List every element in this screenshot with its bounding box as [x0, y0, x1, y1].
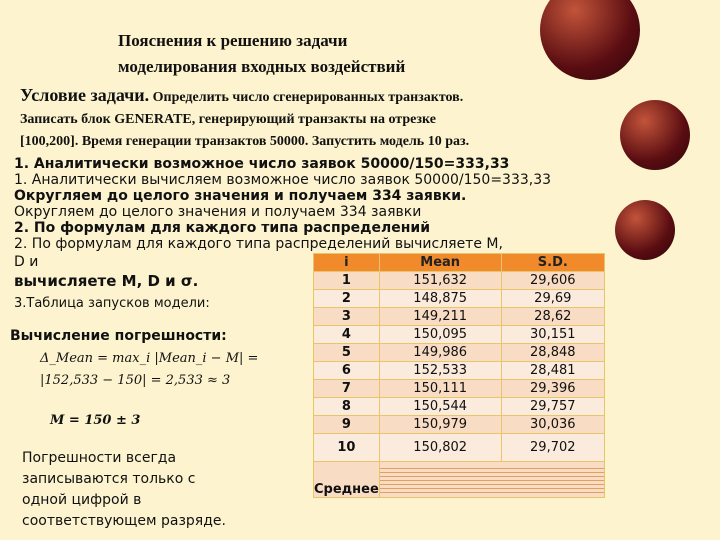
- step1-overlay: 1. Аналитически вычисляем возможное числ…: [14, 172, 552, 188]
- row-mean: 152,533: [378, 361, 502, 380]
- table-row: 10 150,802 29,702: [313, 433, 606, 462]
- step1: 1. Аналитически возможное число заявок 5…: [14, 156, 510, 172]
- row-mean: 150,544: [378, 397, 502, 416]
- row-sd: 30,036: [500, 415, 606, 434]
- row-index: 2: [313, 289, 380, 308]
- step1b-overlay: Округляем до целого значения и получаем …: [14, 204, 422, 220]
- col-i: i: [313, 253, 380, 272]
- row-index: 8: [313, 397, 380, 416]
- row-mean: 151,632: [378, 271, 502, 290]
- row-sd: 29,757: [500, 397, 606, 416]
- row-mean: 149,986: [378, 343, 502, 362]
- row-sd: 28,848: [500, 343, 606, 362]
- table-row: 2 148,875 29,69: [313, 289, 606, 308]
- note-text: Погрешности всегда записываются только с …: [22, 450, 226, 529]
- row-mean: 149,211: [378, 307, 502, 326]
- row-mean: 150,802: [378, 433, 502, 462]
- row-index: 1: [313, 271, 380, 290]
- ornament-ball-icon: [615, 200, 675, 260]
- error-heading: Вычисление погрешности:: [10, 328, 227, 344]
- slide-title: Пояснения к решению задачи моделирования …: [118, 31, 406, 76]
- footer-label: Среднее: [313, 461, 380, 498]
- row-index: 6: [313, 361, 380, 380]
- row-sd: 30,151: [500, 325, 606, 344]
- table-row: 6 152,533 28,481: [313, 361, 606, 380]
- table-footer-row: Среднее: [313, 461, 606, 498]
- step1b: Округляем до целого значения и получаем …: [14, 188, 467, 204]
- col-sd: S.D.: [500, 253, 606, 272]
- row-index: 3: [313, 307, 380, 326]
- step2-overlay: 2. По формулам для каждого типа распреде…: [14, 236, 503, 252]
- table-row: 8 150,544 29,757: [313, 397, 606, 416]
- table-row: 1 151,632 29,606: [313, 271, 606, 290]
- table-row: 7 150,111 29,396: [313, 379, 606, 398]
- row-sd: 29,606: [500, 271, 606, 290]
- error-formula: Δ_Mean = max_i |Mean_i − M| = |152,533 − …: [40, 351, 259, 428]
- row-sd: 28,481: [500, 361, 606, 380]
- row-index: 4: [313, 325, 380, 344]
- step3: 3.Таблица запусков модели:: [14, 296, 210, 311]
- row-index: 7: [313, 379, 380, 398]
- row-mean: 150,111: [378, 379, 502, 398]
- step2-end: вычисляете M, D и σ.: [14, 272, 199, 290]
- col-mean: Mean: [378, 253, 502, 272]
- runs-table: i Mean S.D. 1 151,632 29,606 2 148,875 29,69 3 14…: [313, 253, 606, 498]
- ornament-ball-icon: [540, 0, 640, 80]
- row-mean: 150,095: [378, 325, 502, 344]
- row-index: 10: [313, 433, 380, 462]
- embedded-table-image: [378, 461, 606, 498]
- row-index: 9: [313, 415, 380, 434]
- row-mean: 148,875: [378, 289, 502, 308]
- task-condition: Условие задачи. Определить число сгенери…: [20, 85, 470, 149]
- table-row: 5 149,986 28,848: [313, 343, 606, 362]
- row-sd: 29,702: [500, 433, 606, 462]
- row-index: 5: [313, 343, 380, 362]
- ornament-ball-icon: [620, 100, 690, 170]
- table-row: 3 149,211 28,62: [313, 307, 606, 326]
- table-row: 4 150,095 30,151: [313, 325, 606, 344]
- step2-overlay-2: D и: [14, 254, 39, 270]
- row-sd: 29,69: [500, 289, 606, 308]
- row-sd: 29,396: [500, 379, 606, 398]
- row-mean: 150,979: [378, 415, 502, 434]
- step2: 2. По формулам для каждого типа распреде…: [14, 220, 431, 236]
- table-row: 9 150,979 30,036: [313, 415, 606, 434]
- row-sd: 28,62: [500, 307, 606, 326]
